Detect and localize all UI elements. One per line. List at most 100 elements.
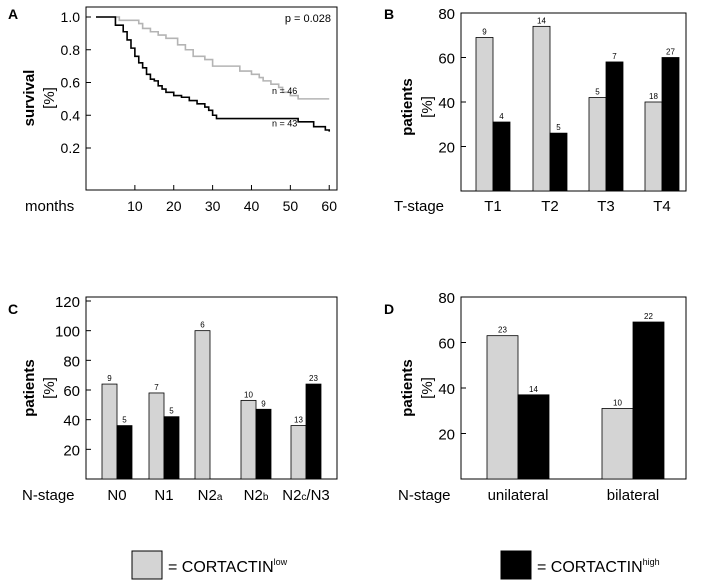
category-label: unilateral — [488, 487, 549, 504]
legend-high-label: = CORTACTINhigh — [537, 557, 660, 576]
bar-low-1 — [148, 392, 165, 480]
bar-low-3 — [644, 101, 663, 192]
bar-count-label: 9 — [261, 399, 266, 408]
panel-c-frame — [85, 296, 338, 480]
panel-a-xlabel: months — [25, 198, 74, 215]
bar-count-label: 5 — [595, 88, 600, 97]
panel-a-letter: A — [8, 6, 18, 22]
panel-c-n-stage-chart: C patients [%] N-stage 120 100 80 60 40 20 9 5 N… — [8, 294, 338, 504]
bar-low-0 — [475, 37, 494, 192]
category-label: T1 — [484, 198, 502, 215]
b-content-ytick-label: 80 — [438, 6, 455, 23]
bar-count-label: 6 — [200, 321, 205, 330]
bar-high-3 — [661, 57, 680, 192]
legend-low-swatch — [131, 550, 163, 580]
panel-b-ylabel-unit: [%] — [419, 96, 436, 118]
panel-b-xlabel: T-stage — [394, 198, 444, 215]
category-label: N0 — [107, 487, 126, 504]
c-content-ytick-label: 20 — [63, 442, 80, 459]
p-value: p = 0.028 — [285, 13, 331, 25]
bar-low-2 — [588, 97, 607, 192]
category-label: N1 — [154, 487, 173, 504]
panel-d-laterality-chart: D patients [%] N-stage 80 60 40 20 23 14 unila… — [384, 290, 687, 504]
panel-b-letter: B — [384, 6, 394, 22]
panel-c-ylabel-unit: [%] — [41, 377, 58, 399]
bar-high-0 — [492, 121, 511, 192]
legend-high-text: = CORTACTIN — [537, 559, 643, 576]
d-content-ytick-label: 40 — [438, 381, 455, 398]
bar-high-0 — [517, 394, 550, 480]
bar-count-label: 13 — [294, 416, 303, 425]
d-content-ytick-label: 80 — [438, 290, 455, 307]
category-label-sub: c — [301, 492, 306, 503]
bar-low-1 — [532, 25, 551, 192]
panel-a-frame — [85, 6, 338, 191]
d-content-ytick-label: 20 — [438, 427, 455, 444]
c-content-ytick-label: 60 — [63, 383, 80, 400]
category-label: N2c/N3 — [282, 487, 330, 504]
a-ytick-label: 0.4 — [61, 107, 81, 123]
category-label-sub: a — [217, 492, 223, 503]
bar-high-1 — [632, 321, 665, 480]
panel-a-survival-chart: A survival [%] months p = 0.028 1.0 0.8 0.… — [8, 6, 338, 215]
bar-high-1 — [163, 416, 180, 480]
bar-low-2 — [194, 330, 211, 480]
a-ytick-label: 0.8 — [61, 42, 81, 58]
category-label-main: N1 — [154, 487, 173, 504]
bar-count-label: 7 — [154, 383, 159, 392]
category-label: T3 — [597, 198, 615, 215]
bar-count-label: 10 — [244, 390, 253, 399]
a-xtick-label: 40 — [244, 198, 260, 214]
bar-count-label: 5 — [122, 416, 127, 425]
panel-d-ylabel: patients — [399, 359, 416, 417]
b-content-ytick-label: 60 — [438, 51, 455, 68]
panel-c-letter: C — [8, 301, 18, 317]
category-label-sub: b — [263, 492, 269, 503]
bar-low-3 — [240, 399, 257, 480]
bar-low-0 — [486, 335, 519, 480]
category-label-suffix: /N3 — [306, 487, 329, 504]
bar-low-0 — [101, 383, 118, 480]
n-label-high: n = 43 — [272, 119, 297, 129]
n-label-low: n = 46 — [272, 86, 297, 96]
c-content-ytick-label: 100 — [55, 324, 80, 341]
survival-curve-high — [96, 16, 331, 132]
bar-count-label: 5 — [556, 123, 561, 132]
panel-c-xlabel: N-stage — [22, 487, 75, 504]
panel-d-xlabel: N-stage — [398, 487, 451, 504]
bar-count-label: 27 — [666, 48, 675, 57]
panel-d-ylabel-unit: [%] — [419, 377, 436, 399]
c-content-ytick-label: 80 — [63, 353, 80, 370]
a-ytick-label: 0.2 — [61, 140, 81, 156]
category-label: T4 — [653, 198, 671, 215]
bar-high-3 — [255, 408, 272, 480]
bar-count-label: 5 — [169, 407, 174, 416]
panel-d-letter: D — [384, 301, 394, 317]
category-label: bilateral — [607, 487, 660, 504]
category-label: N2b — [244, 487, 269, 504]
b-content-ytick-label: 40 — [438, 95, 455, 112]
bar-low-4 — [290, 425, 307, 480]
legend-high-sup: high — [643, 557, 660, 567]
panel-a-ylabel-unit: [%] — [41, 87, 58, 109]
bar-count-label: 14 — [529, 385, 538, 394]
legend-low-sup: low — [274, 557, 288, 567]
bar-high-2 — [605, 61, 624, 192]
legend-low-label: = CORTACTINlow — [168, 557, 288, 576]
category-label: T2 — [541, 198, 559, 215]
survival-curve-low — [96, 16, 330, 100]
category-label-main: N2 — [198, 487, 217, 504]
bar-count-label: 14 — [537, 16, 546, 25]
bar-count-label: 10 — [613, 398, 622, 407]
panel-b-t-stage-chart: B patients [%] T-stage 80 60 40 20 9 4 T1 14 5 T2… — [384, 6, 687, 215]
a-ytick-label: 0.6 — [61, 75, 81, 91]
category-label: N2a — [198, 487, 223, 504]
b-content-ytick-label: 20 — [438, 140, 455, 157]
panel-c-ylabel: patients — [21, 359, 38, 417]
a-ytick-label: 1.0 — [61, 9, 81, 25]
a-xtick-label: 60 — [321, 198, 337, 214]
a-xtick-label: 30 — [205, 198, 221, 214]
bar-high-1 — [549, 132, 568, 192]
bar-low-1 — [601, 408, 634, 480]
